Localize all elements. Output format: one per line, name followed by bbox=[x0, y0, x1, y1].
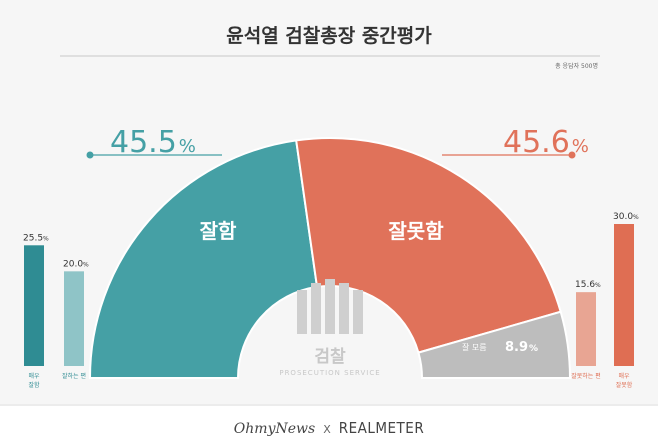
bad-percent-label: 45.6% bbox=[503, 125, 589, 160]
slice-label-bad: 잘못함 bbox=[388, 219, 444, 243]
half-donut bbox=[88, 137, 572, 379]
watermark-pillar-1 bbox=[311, 283, 321, 334]
chart-subtitle: 총 응답자 500명 bbox=[555, 62, 598, 70]
bar-value-3: 30.0% bbox=[613, 212, 639, 222]
bar-1 bbox=[64, 271, 84, 366]
bar-label-3-line-1: 잘못함 bbox=[616, 381, 633, 389]
bar-label-3-line-0: 매우 bbox=[618, 372, 630, 380]
watermark-pillar-4 bbox=[353, 290, 363, 334]
watermark-pillar-0 bbox=[297, 290, 307, 334]
bar-3 bbox=[614, 224, 634, 366]
bar-0 bbox=[24, 245, 44, 366]
slice-label-unknown: 잘 모름 bbox=[462, 343, 487, 352]
watermark-subtitle: PROSECUTION SERVICE bbox=[279, 369, 380, 377]
good-percent-unit: % bbox=[179, 136, 196, 157]
chart-title: 윤석열 검찰총장 중간평가 bbox=[226, 25, 432, 47]
donut-slice-0 bbox=[88, 139, 319, 379]
donut-slice-1 bbox=[295, 137, 562, 354]
bar-label-0-line-1: 잘함 bbox=[28, 381, 40, 389]
good-percent-number: 45.5 bbox=[110, 125, 177, 160]
bar-2 bbox=[576, 292, 596, 366]
realmeter-logo: REALMETER bbox=[339, 419, 424, 437]
donut-slice-2 bbox=[417, 310, 572, 379]
prosecution-watermark: 검찰 PROSECUTION SERVICE bbox=[279, 279, 380, 377]
watermark-pillar-3 bbox=[339, 283, 349, 334]
bad-percent-number: 45.6 bbox=[503, 125, 570, 160]
footer-band bbox=[0, 406, 658, 445]
slice-label-good: 잘함 bbox=[200, 219, 237, 243]
unknown-percent-number: 8.9 bbox=[505, 340, 528, 355]
watermark-title: 검찰 bbox=[314, 347, 346, 367]
watermark-pillar-2 bbox=[325, 279, 335, 334]
bar-value-0: 25.5% bbox=[23, 233, 49, 243]
good-leader-dot bbox=[86, 151, 94, 159]
bar-value-2: 15.6% bbox=[575, 280, 601, 290]
ohmynews-logo: OhmyNews bbox=[234, 421, 315, 437]
bar-value-1: 20.0% bbox=[63, 259, 89, 269]
bad-leader-dot bbox=[568, 151, 576, 159]
bad-percent-unit: % bbox=[572, 136, 589, 157]
footer-logos: OhmyNews X REALMETER bbox=[234, 419, 424, 437]
good-percent-label: 45.5% bbox=[110, 125, 196, 160]
logo-separator: X bbox=[323, 423, 331, 436]
bar-label-1-line-0: 잘하는 편 bbox=[62, 372, 86, 380]
unknown-percent-unit: % bbox=[529, 344, 538, 354]
unknown-percent-label: 8.9% bbox=[505, 340, 538, 355]
bar-label-0-line-0: 매우 bbox=[28, 372, 40, 380]
bar-label-2-line-0: 잘못하는 편 bbox=[571, 372, 601, 380]
unknown-label: 잘 모름 bbox=[462, 343, 487, 352]
